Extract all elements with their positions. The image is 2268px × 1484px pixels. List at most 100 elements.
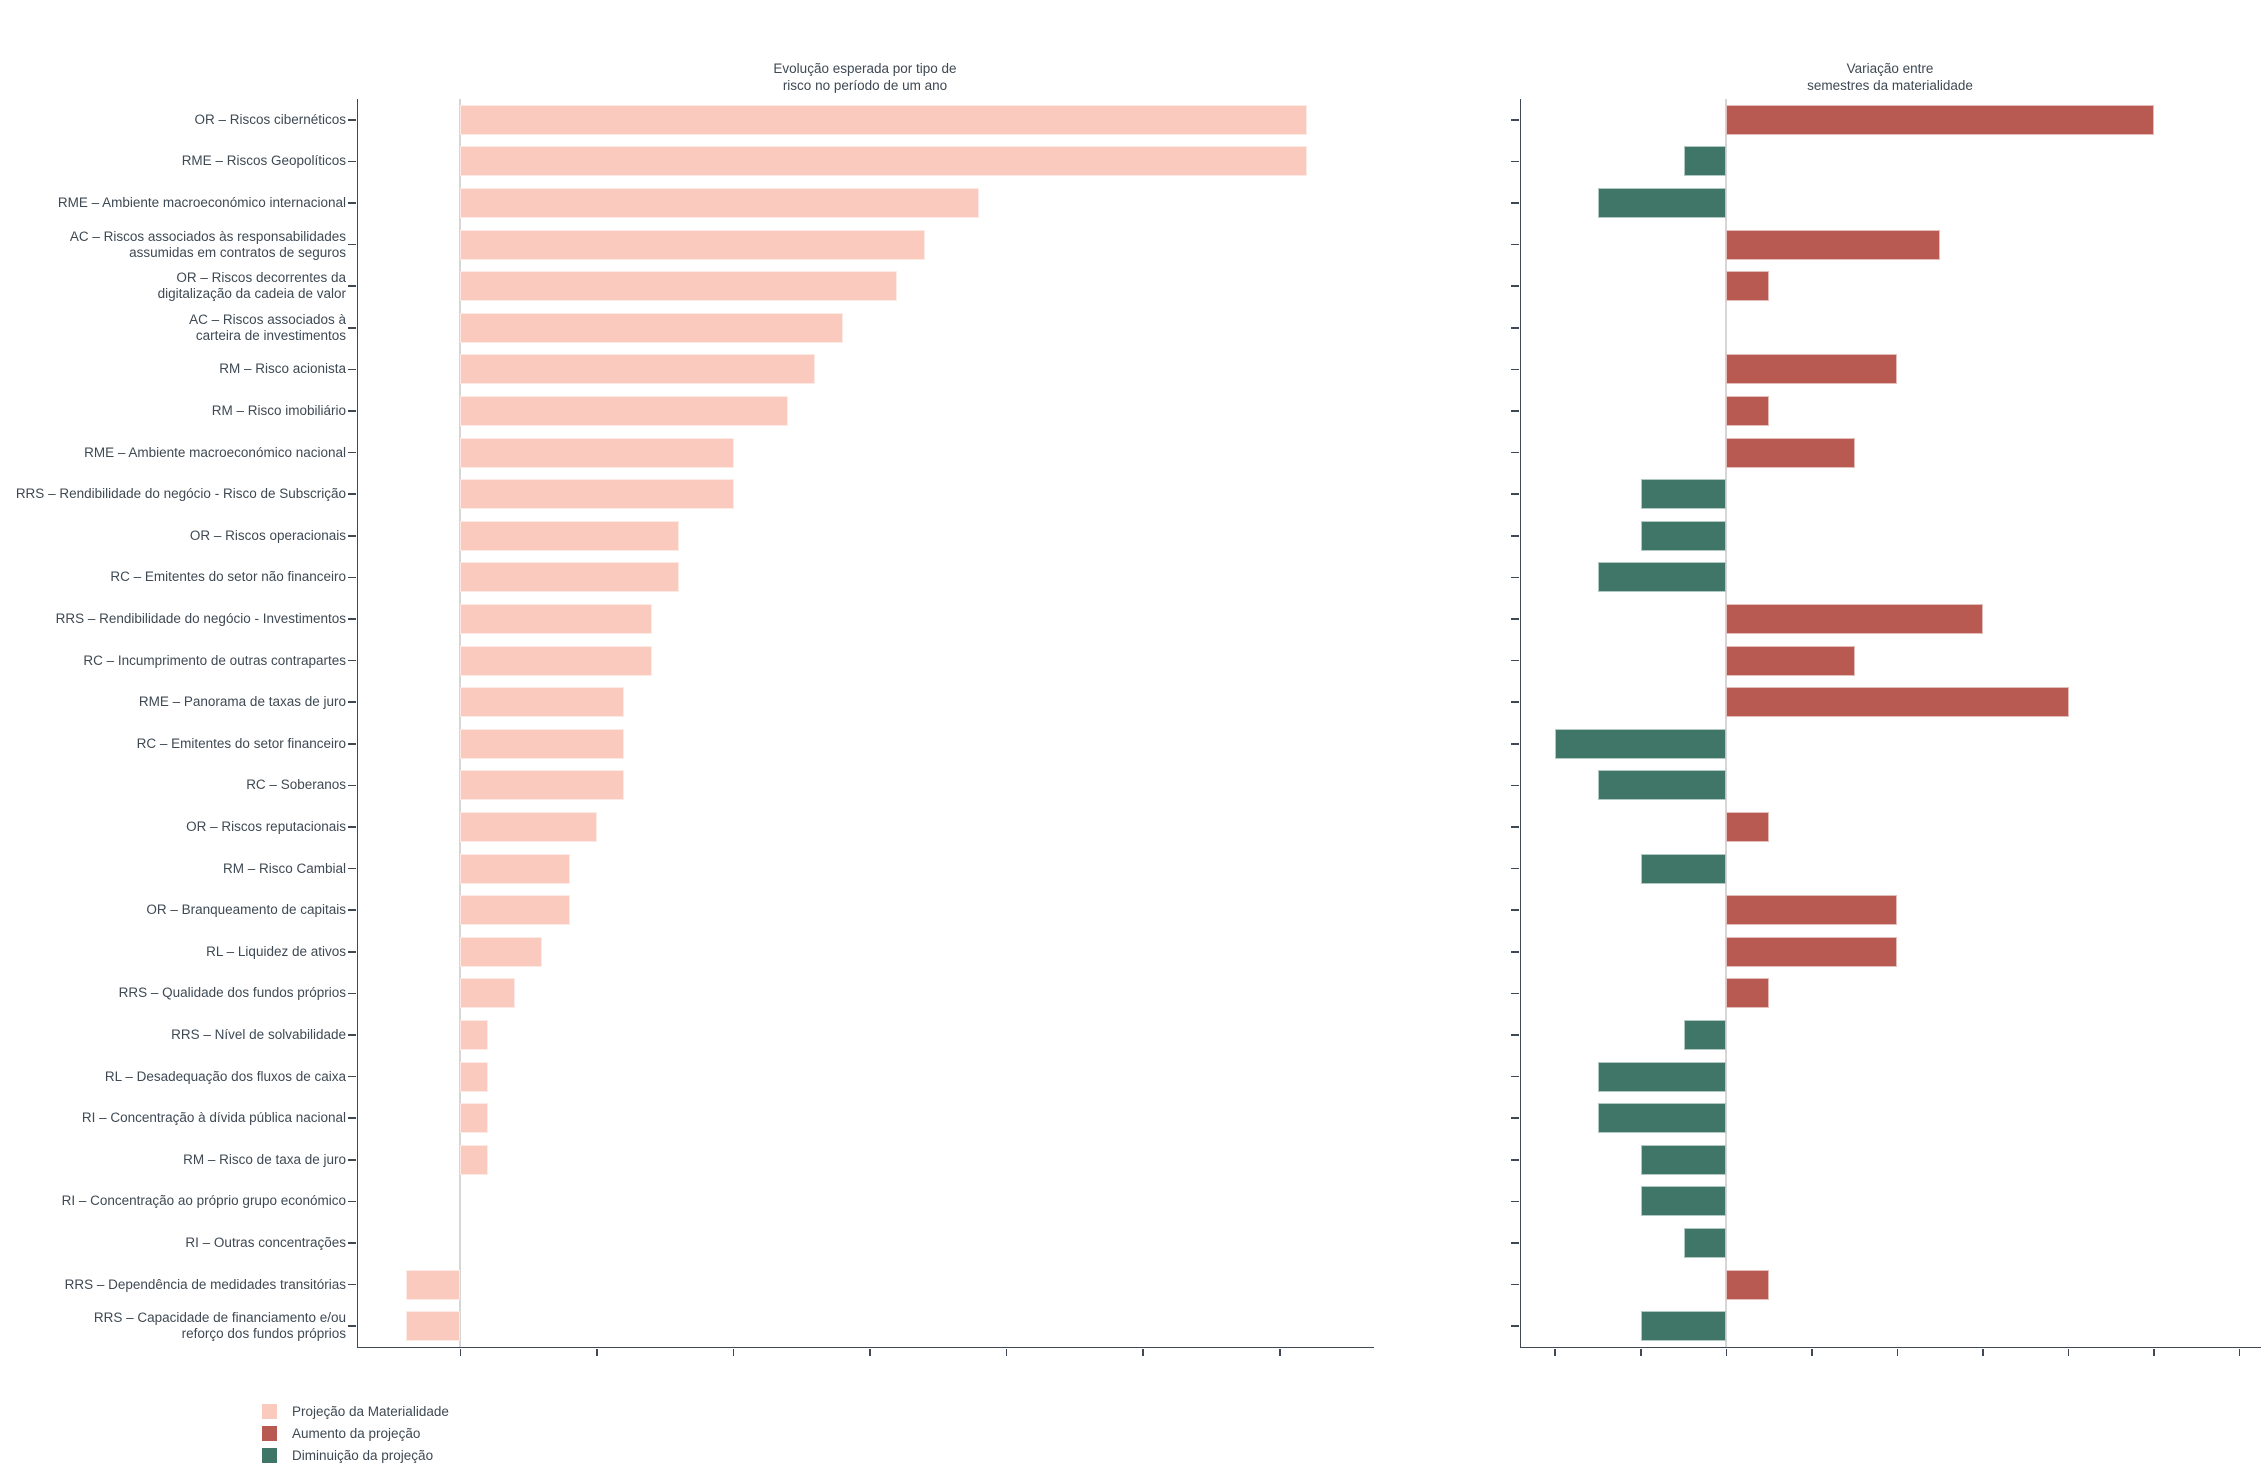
x-axis-tick [1896,1349,1899,1356]
left-panel-title: Evolução esperada por tipo de risco no p… [773,61,957,93]
legend-item-increase: Aumento da projeção [262,1426,449,1441]
y-axis-tick [1511,826,1519,828]
category-label: OR – Riscos decorrentes da digitalização… [157,270,346,302]
y-axis-tick [1511,576,1519,579]
projection-bar [460,895,570,926]
y-axis-tick [1511,1283,1519,1286]
y-axis-tick [348,909,356,911]
y-axis-tick [1511,1075,1519,1078]
category-label: RM – Risco imobiliário [211,403,346,418]
category-label: OR – Riscos cibernéticos [194,111,346,127]
projection-bar [460,188,980,218]
y-axis-tick [348,285,356,287]
y-axis-tick [348,535,356,537]
x-axis-tick [869,1349,871,1356]
legend-item-projection: Projeção da Materialidade [262,1404,449,1419]
category-label: RRS – Nível de solvabilidade [171,1027,346,1042]
projection-swatch [262,1404,277,1419]
variation-bar [1726,1269,1770,1300]
y-axis-tick [1511,243,1519,246]
y-axis-tick [1511,618,1519,620]
category-label: OR – Riscos reputacionais [186,819,346,834]
variation-bar [1640,1144,1727,1175]
y-axis-tick [1511,410,1519,412]
category-label: AC – Riscos associados às responsabilida… [69,228,346,260]
y-axis-tick [348,410,356,412]
y-axis-tick [348,659,356,662]
variation-bar [1726,396,1770,426]
variation-bar [1555,728,1727,759]
y-axis-tick [348,1200,356,1203]
projection-bar [460,229,925,260]
y-axis-tick [1511,493,1519,495]
category-label: AC – Riscos associados à carteira de inv… [189,311,346,343]
variation-bar [1726,895,1898,926]
variation-bar [1640,479,1727,510]
y-axis-tick [348,826,356,828]
x-axis-tick [2153,1349,2155,1356]
x-axis-tick [1005,1349,1008,1356]
legend: Projeção da Materialidade Aumento da pro… [262,1404,449,1470]
y-axis-tick [1511,701,1519,703]
y-axis-tick [1511,909,1519,911]
variation-bar [1726,645,1855,676]
y-axis-tick [1511,784,1519,787]
projection-bar [460,936,543,967]
y-axis-tick [348,1075,356,1078]
category-label: RC – Emitentes do setor não financeiro [110,569,346,585]
variation-bar [1597,770,1727,801]
y-axis-tick [348,119,356,121]
category-label: RM – Risco acionista [219,361,346,377]
increase-swatch [262,1426,277,1441]
y-axis-tick [1511,368,1519,371]
y-axis-tick [348,618,356,620]
category-label: RL – Liquidez de ativos [206,943,346,959]
variation-bar [1597,562,1727,593]
y-axis-tick [1511,1242,1519,1244]
category-label: RL – Desadequação dos fluxos de caixa [104,1068,346,1084]
projection-bar [460,562,679,593]
y-axis-tick [348,368,356,371]
x-axis-tick [2238,1349,2241,1356]
projection-bar [460,978,516,1009]
y-axis-tick [1511,535,1519,537]
y-axis-tick [348,867,356,870]
projection-bar [460,645,652,676]
x-axis-tick [1811,1349,1813,1356]
y-axis-tick [348,1034,356,1036]
y-axis-tick [1511,1325,1519,1327]
y-axis-tick [1511,202,1519,204]
variation-bar [1726,437,1855,468]
projection-bar [460,1144,488,1175]
y-axis-tick [348,1117,356,1119]
category-label: RC – Emitentes do setor financeiro [136,735,346,751]
legend-label: Projeção da Materialidade [292,1404,449,1419]
category-label: RRS – Capacidade de financiamento e/ou r… [93,1310,346,1342]
projection-plot [348,99,1374,1356]
projection-bar [460,853,570,884]
category-label: RME – Panorama de taxas de juro [138,694,346,710]
category-label: RC – Soberanos [246,777,346,793]
y-axis-tick [348,951,356,953]
y-axis-tick [1511,1034,1519,1036]
projection-bar [460,437,734,468]
variation-bar [1597,1103,1727,1134]
projection-bar [460,687,625,718]
projection-bar [460,604,652,634]
x-axis-tick [1554,1349,1556,1356]
zero-line [459,99,462,1347]
projection-bar [460,812,597,842]
y-axis-tick [1511,992,1519,995]
variation-bar [1640,853,1727,884]
legend-label: Diminuição da projeção [292,1448,434,1463]
projection-bar [460,520,679,551]
y-axis-tick [1511,160,1519,163]
projection-bar [405,1311,461,1342]
y-axis-tick [348,327,356,329]
y-axis-tick [1511,951,1519,953]
projection-bar [405,1269,461,1300]
category-label: RRS – Dependência de medidades transitór… [64,1276,346,1292]
projection-bar [460,312,843,343]
projection-bar [460,104,1308,135]
x-axis-tick [1279,1349,1281,1356]
